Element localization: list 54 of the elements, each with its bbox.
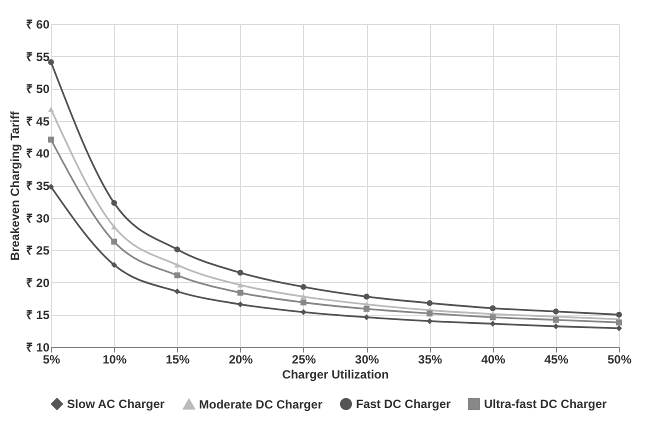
- legend-label: Ultra-fast DC Charger: [484, 397, 608, 411]
- point: [111, 200, 118, 206]
- y-tick-label: ₹ 25: [26, 244, 50, 258]
- y-tick-label: ₹ 40: [26, 146, 50, 161]
- point: [174, 262, 180, 268]
- y-tick-label: ₹ 15: [26, 308, 50, 322]
- point: [616, 319, 622, 326]
- x-tick-label: 5%: [42, 352, 60, 366]
- legend-label: Slow AC Charger: [67, 397, 165, 411]
- point: [237, 290, 244, 296]
- point: [48, 106, 54, 112]
- x-tick-label: 35%: [418, 352, 442, 366]
- x-tick-label: 30%: [355, 352, 380, 366]
- point: [111, 238, 118, 245]
- legend-label: Fast DC Charger: [356, 397, 452, 411]
- x-tick-label: 40%: [481, 352, 506, 366]
- point: [111, 262, 118, 268]
- point: [552, 316, 559, 323]
- y-tick-label: ₹ 50: [26, 82, 50, 96]
- y-tick-label: ₹ 55: [26, 50, 50, 64]
- point: [490, 305, 496, 312]
- point: [552, 308, 559, 314]
- x-tick-label: 15%: [166, 352, 190, 366]
- point: [237, 270, 244, 276]
- point: [426, 300, 433, 306]
- x-tick-label: 20%: [228, 352, 254, 366]
- x-tick-label: 45%: [544, 352, 569, 366]
- point: [616, 325, 622, 332]
- y-tick-label: ₹ 60: [26, 18, 50, 32]
- point: [364, 306, 370, 312]
- point: [426, 310, 433, 316]
- point: [616, 312, 622, 318]
- y-tick-label: ₹ 45: [26, 114, 50, 128]
- y-tick-label: ₹ 35: [26, 179, 50, 193]
- point: [364, 294, 370, 300]
- point: [237, 282, 244, 288]
- y-tick-label: ₹ 30: [26, 211, 50, 226]
- point: [174, 246, 180, 252]
- point: [237, 301, 244, 308]
- y-axis-title: Breakeven Charging Tariff: [8, 110, 22, 261]
- x-axis-title: Charger Utilization: [282, 368, 389, 382]
- point: [48, 136, 54, 143]
- x-tick-label: 25%: [292, 352, 316, 366]
- x-tick-label: 10%: [102, 352, 127, 366]
- y-tick-label: ₹ 20: [26, 276, 50, 290]
- x-tick-label: 50%: [607, 352, 632, 366]
- point: [300, 294, 306, 300]
- legend-label: Moderate DC Charger: [199, 397, 323, 412]
- point: [174, 288, 180, 294]
- point: [300, 284, 306, 290]
- point: [48, 59, 54, 66]
- y-tick-label: ₹ 10: [26, 340, 50, 354]
- point: [174, 272, 180, 278]
- point: [300, 299, 306, 306]
